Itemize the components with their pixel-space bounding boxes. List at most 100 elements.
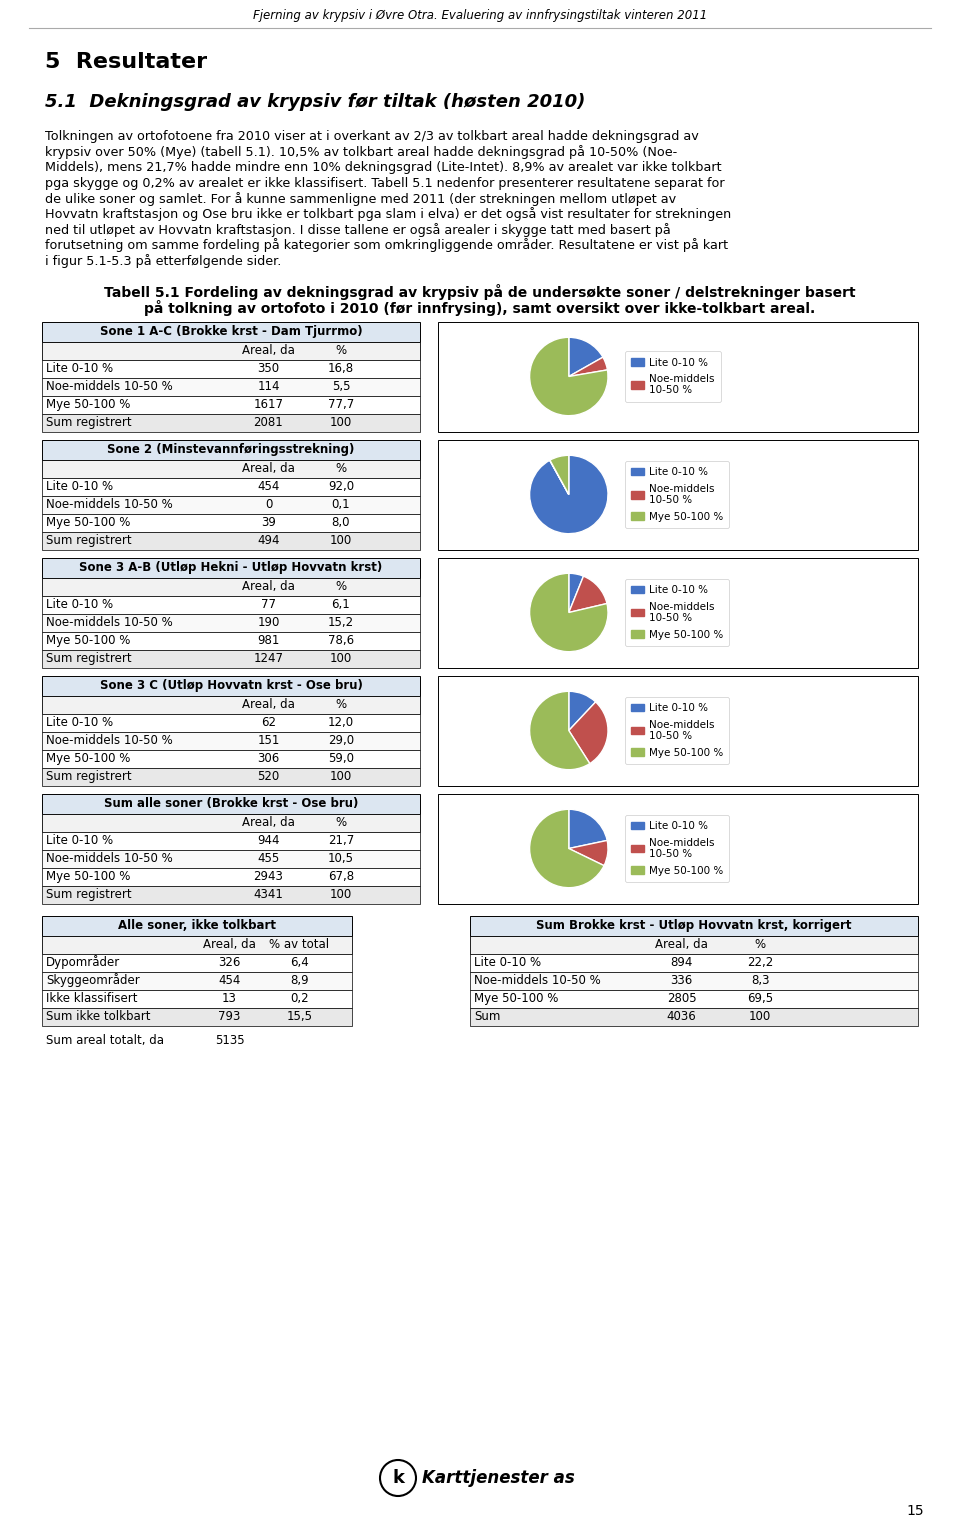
Bar bbox=[470, 1007, 918, 1026]
Text: 15,2: 15,2 bbox=[328, 616, 354, 629]
Text: %: % bbox=[335, 343, 347, 357]
Bar bbox=[42, 342, 420, 360]
Text: 10,5: 10,5 bbox=[328, 852, 354, 865]
Bar bbox=[470, 935, 918, 954]
Text: 5  Resultater: 5 Resultater bbox=[45, 52, 207, 72]
Text: Areal, da: Areal, da bbox=[242, 698, 295, 711]
Text: 67,8: 67,8 bbox=[328, 871, 354, 883]
Text: 77,7: 77,7 bbox=[328, 399, 354, 411]
Bar bbox=[42, 935, 352, 954]
Text: 100: 100 bbox=[330, 533, 352, 547]
Wedge shape bbox=[568, 357, 608, 377]
Bar bbox=[42, 989, 352, 1007]
Text: Lite 0-10 %: Lite 0-10 % bbox=[46, 362, 113, 376]
Text: 8,3: 8,3 bbox=[751, 973, 769, 987]
Text: Lite 0-10 %: Lite 0-10 % bbox=[474, 957, 541, 969]
Text: på tolkning av ortofoto i 2010 (før innfrysing), samt oversikt over ikke-tolkbar: på tolkning av ortofoto i 2010 (før innf… bbox=[144, 299, 816, 316]
Text: 190: 190 bbox=[257, 616, 279, 629]
Text: 39: 39 bbox=[261, 517, 276, 529]
Text: %: % bbox=[335, 579, 347, 593]
Text: Sum areal totalt, da: Sum areal totalt, da bbox=[46, 1033, 164, 1047]
Bar bbox=[438, 558, 918, 667]
Text: 4341: 4341 bbox=[253, 888, 283, 901]
Text: 494: 494 bbox=[257, 533, 279, 547]
Text: k: k bbox=[392, 1469, 404, 1487]
Bar bbox=[42, 360, 420, 377]
Text: Noe-middels 10-50 %: Noe-middels 10-50 % bbox=[46, 734, 173, 747]
Text: 455: 455 bbox=[257, 852, 279, 865]
Text: 62: 62 bbox=[261, 716, 276, 730]
Text: Areal, da: Areal, da bbox=[242, 816, 295, 829]
Text: Sone 3 C (Utløp Hovvatn krst - Ose bru): Sone 3 C (Utløp Hovvatn krst - Ose bru) bbox=[100, 679, 363, 691]
Text: Sum registrert: Sum registrert bbox=[46, 415, 132, 429]
Text: 8,0: 8,0 bbox=[332, 517, 350, 529]
Text: Areal, da: Areal, da bbox=[242, 579, 295, 593]
Text: 78,6: 78,6 bbox=[328, 635, 354, 647]
Text: 2081: 2081 bbox=[253, 415, 283, 429]
Text: Areal, da: Areal, da bbox=[242, 343, 295, 357]
Wedge shape bbox=[530, 809, 604, 888]
Text: de ulike soner og samlet. For å kunne sammenligne med 2011 (der strekningen mell: de ulike soner og samlet. For å kunne sa… bbox=[45, 192, 676, 205]
Wedge shape bbox=[530, 691, 589, 770]
Bar bbox=[42, 632, 420, 650]
Text: 100: 100 bbox=[330, 652, 352, 665]
Text: 1247: 1247 bbox=[253, 652, 283, 665]
Text: Lite 0-10 %: Lite 0-10 % bbox=[46, 598, 113, 612]
Bar bbox=[42, 696, 420, 713]
Bar bbox=[42, 477, 420, 495]
Text: 100: 100 bbox=[330, 888, 352, 901]
Bar bbox=[42, 613, 420, 632]
Text: ned til utløpet av Hovvatn kraftstasjon. I disse tallene er også arealer i skygg: ned til utløpet av Hovvatn kraftstasjon.… bbox=[45, 222, 671, 238]
Text: Fjerning av krypsiv i Øvre Otra. Evaluering av innfrysingstiltak vinteren 2011: Fjerning av krypsiv i Øvre Otra. Evaluer… bbox=[252, 9, 708, 23]
Text: 793: 793 bbox=[218, 1010, 241, 1023]
Text: 6,1: 6,1 bbox=[331, 598, 350, 612]
Wedge shape bbox=[568, 840, 608, 866]
Text: Ikke klassifisert: Ikke klassifisert bbox=[46, 992, 137, 1006]
Text: 59,0: 59,0 bbox=[328, 753, 354, 765]
Text: Hovvatn kraftstasjon og Ose bru ikke er tolkbart pga slam i elva) er det også vi: Hovvatn kraftstasjon og Ose bru ikke er … bbox=[45, 207, 732, 221]
Bar bbox=[470, 972, 918, 989]
Text: %: % bbox=[335, 816, 347, 829]
Text: Noe-middels 10-50 %: Noe-middels 10-50 % bbox=[46, 616, 173, 629]
Bar bbox=[438, 440, 918, 549]
Text: 350: 350 bbox=[257, 362, 279, 376]
Text: 100: 100 bbox=[330, 770, 352, 783]
Text: 894: 894 bbox=[670, 957, 693, 969]
Text: 2805: 2805 bbox=[666, 992, 696, 1006]
Bar bbox=[42, 750, 420, 768]
Legend: Lite 0-10 %, Noe-middels
10-50 %, Mye 50-100 %: Lite 0-10 %, Noe-middels 10-50 %, Mye 50… bbox=[625, 816, 730, 881]
Text: 12,0: 12,0 bbox=[328, 716, 354, 730]
Text: 0,2: 0,2 bbox=[290, 992, 309, 1006]
Text: Sum Brokke krst - Utløp Hovvatn krst, korrigert: Sum Brokke krst - Utløp Hovvatn krst, ko… bbox=[537, 918, 852, 932]
Bar bbox=[42, 713, 420, 731]
Text: 5135: 5135 bbox=[215, 1033, 244, 1047]
Bar bbox=[42, 768, 420, 785]
Text: 8,9: 8,9 bbox=[290, 973, 309, 987]
Bar bbox=[42, 322, 420, 342]
Wedge shape bbox=[550, 455, 569, 495]
Bar bbox=[42, 814, 420, 831]
Bar bbox=[42, 831, 420, 849]
Text: Sum registrert: Sum registrert bbox=[46, 533, 132, 547]
Text: 326: 326 bbox=[218, 957, 241, 969]
Text: Noe-middels 10-50 %: Noe-middels 10-50 % bbox=[46, 852, 173, 865]
Text: 69,5: 69,5 bbox=[747, 992, 773, 1006]
Text: Sum ikke tolkbart: Sum ikke tolkbart bbox=[46, 1010, 151, 1023]
Bar bbox=[438, 322, 918, 431]
Bar bbox=[42, 377, 420, 396]
Bar bbox=[42, 731, 420, 750]
Bar bbox=[42, 440, 420, 460]
Bar bbox=[42, 1007, 352, 1026]
Bar bbox=[42, 558, 420, 578]
Wedge shape bbox=[530, 573, 608, 652]
Text: Sone 3 A-B (Utløp Hekni - Utløp Hovvatn krst): Sone 3 A-B (Utløp Hekni - Utløp Hovvatn … bbox=[80, 561, 383, 573]
Wedge shape bbox=[568, 337, 603, 377]
Bar bbox=[438, 794, 918, 903]
Text: Noe-middels 10-50 %: Noe-middels 10-50 % bbox=[474, 973, 601, 987]
Text: %: % bbox=[755, 938, 765, 950]
Bar bbox=[42, 868, 420, 886]
Text: 5.1  Dekningsgrad av krypsiv før tiltak (høsten 2010): 5.1 Dekningsgrad av krypsiv før tiltak (… bbox=[45, 94, 586, 110]
Text: 77: 77 bbox=[261, 598, 276, 612]
Wedge shape bbox=[568, 809, 607, 848]
Text: 336: 336 bbox=[670, 973, 692, 987]
